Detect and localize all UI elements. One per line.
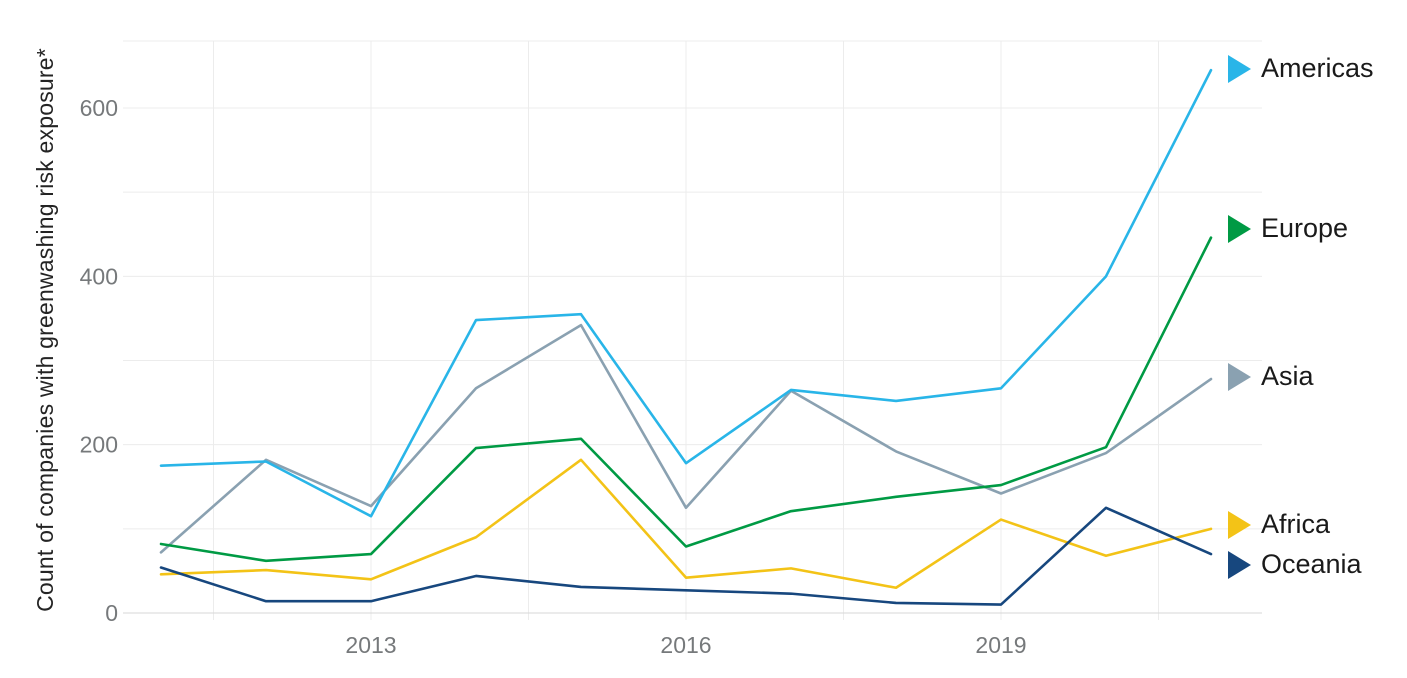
series-line-oceania	[159, 506, 1213, 606]
x-tick-label-2016: 2016	[660, 632, 711, 658]
legend-item-africa: Africa	[1228, 509, 1330, 540]
legend-label-africa: Africa	[1261, 509, 1331, 539]
y-tick-label-200: 200	[80, 432, 118, 458]
series-line-americas	[159, 68, 1213, 518]
legend-item-asia: Asia	[1228, 361, 1314, 392]
europe-arrow-icon	[1228, 214, 1251, 243]
y-tick-label-0: 0	[105, 600, 118, 626]
legend-label-oceania: Oceania	[1261, 549, 1362, 579]
asia-arrow-icon	[1228, 362, 1251, 391]
x-tick-label-2019: 2019	[975, 632, 1026, 658]
y-tick-label-400: 400	[80, 263, 118, 289]
oceania-arrow-icon	[1228, 550, 1251, 579]
legend-label-americas: Americas	[1261, 53, 1374, 83]
series-line-europe	[159, 236, 1213, 563]
legend-label-asia: Asia	[1261, 361, 1314, 391]
legend-item-europe: Europe	[1228, 213, 1348, 244]
series-line-africa	[159, 458, 1213, 590]
legend-label-europe: Europe	[1261, 213, 1349, 243]
series-line-asia	[159, 323, 1213, 554]
americas-arrow-icon	[1228, 54, 1251, 83]
y-tick-label-600: 600	[80, 95, 118, 121]
legend-item-oceania: Oceania	[1228, 549, 1362, 580]
legend-item-americas: Americas	[1228, 53, 1374, 84]
africa-arrow-icon	[1228, 510, 1251, 539]
x-tick-label-2013: 2013	[345, 632, 396, 658]
